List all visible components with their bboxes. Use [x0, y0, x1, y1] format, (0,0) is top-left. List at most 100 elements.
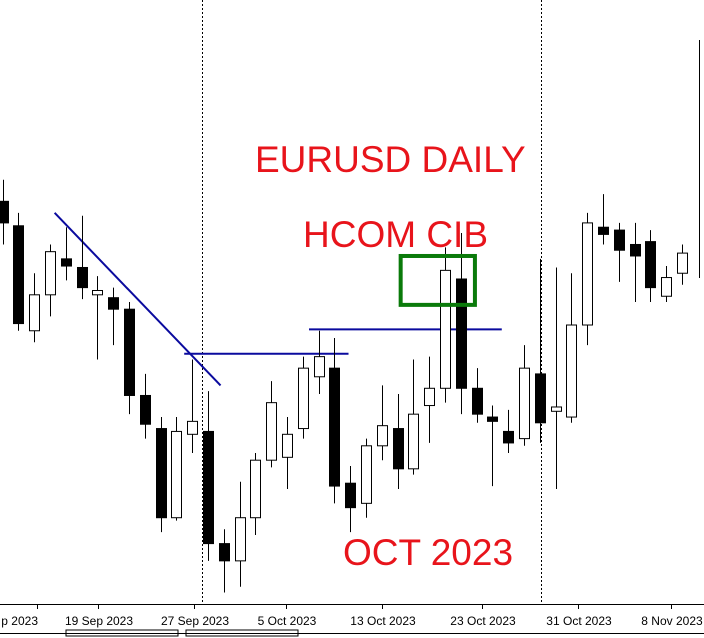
candle-body — [204, 431, 214, 543]
candle-body — [615, 230, 625, 250]
candle — [30, 273, 40, 342]
candle — [583, 213, 593, 345]
candle — [172, 417, 182, 521]
time-tick-label: 8 Nov 2023 — [641, 614, 703, 628]
author-annotation: HCOM CIB — [303, 214, 488, 256]
candle — [267, 381, 277, 467]
candle — [188, 360, 198, 453]
time-tick-label: 5 Oct 2023 — [258, 614, 317, 628]
candle — [425, 357, 435, 443]
time-tick-label: 19 Sep 2023 — [65, 614, 133, 628]
candle-body — [409, 414, 419, 469]
candle-body — [46, 252, 56, 295]
candle — [125, 302, 135, 414]
candle — [0, 180, 9, 245]
candle-body — [109, 298, 119, 310]
candle-body — [125, 309, 135, 395]
candle-body — [520, 368, 530, 438]
candle — [504, 410, 514, 453]
candle-body — [236, 518, 246, 561]
candle-body — [441, 270, 451, 388]
candle — [599, 194, 609, 244]
candle — [141, 374, 151, 439]
candle-body — [93, 290, 103, 294]
candle-body — [157, 429, 167, 518]
candle-body — [457, 279, 467, 388]
candle — [220, 529, 230, 592]
candle-body — [346, 483, 356, 507]
period-annotation: OCT 2023 — [343, 532, 513, 574]
candle — [93, 276, 103, 359]
candle — [204, 391, 214, 561]
candle — [315, 331, 325, 394]
candle-body — [78, 267, 88, 287]
candle-body — [283, 434, 293, 457]
candle-body — [330, 368, 340, 486]
candle — [567, 273, 577, 423]
candle-body — [315, 357, 325, 377]
candle — [362, 439, 372, 518]
candle — [394, 394, 404, 489]
candle — [236, 482, 246, 587]
candle — [62, 227, 72, 280]
candle-body — [567, 325, 577, 417]
candle-body — [394, 429, 404, 469]
candle-body — [299, 368, 309, 428]
candle — [662, 266, 672, 302]
candle — [109, 288, 119, 346]
candle-body — [251, 460, 261, 518]
candle-body — [473, 388, 483, 414]
candle — [488, 406, 498, 487]
candle — [520, 345, 530, 446]
candle-body — [141, 395, 151, 424]
candle-body — [220, 544, 230, 561]
candle — [409, 360, 419, 475]
candle-body — [536, 374, 546, 423]
candle-body — [662, 278, 672, 297]
candle-body — [30, 295, 40, 331]
candle — [78, 216, 88, 299]
candle — [346, 466, 356, 532]
candle-body — [552, 407, 562, 411]
candle — [157, 417, 167, 532]
time-tick-label: 23 Oct 2023 — [450, 614, 516, 628]
time-tick-label: 27 Sep 2023 — [161, 614, 229, 628]
candle — [283, 417, 293, 489]
candle-body — [172, 431, 182, 517]
candle-body — [14, 226, 24, 324]
candle — [631, 223, 641, 302]
candle — [646, 230, 656, 302]
candle-body — [488, 417, 498, 421]
candle-body — [188, 421, 198, 434]
candle — [378, 385, 388, 460]
candle-body — [267, 403, 277, 461]
candle — [14, 213, 24, 331]
candle-body — [0, 201, 9, 223]
candle-body — [631, 244, 641, 256]
candle — [46, 244, 56, 316]
time-tick-label: 13 Oct 2023 — [350, 614, 416, 628]
candle-body — [599, 227, 609, 234]
candle-body — [504, 431, 514, 443]
title-annotation: EURUSD DAILY — [255, 139, 526, 181]
candle — [615, 223, 625, 282]
candle — [552, 267, 562, 488]
candle-body — [646, 242, 656, 288]
candle — [473, 368, 483, 423]
time-tick-label: 31 Oct 2023 — [546, 614, 612, 628]
candle — [251, 453, 261, 535]
time-tick-label: p 2023 — [1, 614, 38, 628]
candle — [457, 233, 467, 414]
candle-body — [362, 446, 372, 504]
candle-body — [378, 426, 388, 446]
descending-trendline — [55, 213, 221, 386]
candle — [441, 247, 451, 402]
candle-body — [583, 223, 593, 325]
candle — [299, 357, 309, 439]
candle — [536, 259, 546, 443]
candle-body — [425, 388, 435, 405]
candle — [678, 244, 688, 284]
candle-body — [678, 253, 688, 273]
candle — [330, 338, 340, 503]
candle-body — [62, 259, 72, 266]
